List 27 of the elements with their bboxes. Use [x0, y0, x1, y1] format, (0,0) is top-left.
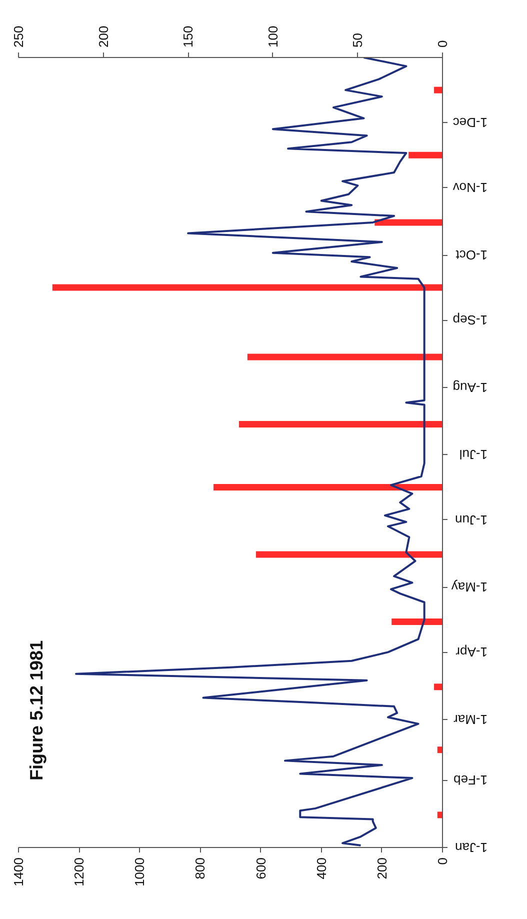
y-tick-label: 1-Jan: [454, 840, 488, 855]
x2-tick-label: 50: [350, 33, 366, 48]
y-tick-label: 1-Jun: [454, 512, 488, 528]
y-tick-label: 1-Aug: [452, 380, 488, 395]
x2-tick-label: 200: [96, 26, 111, 48]
y-tick-label: 1-Sep: [452, 312, 488, 328]
x-tick-label: 0: [435, 857, 450, 865]
y-tick-label: 1-Feb: [454, 772, 488, 788]
x2-tick-label: 0: [435, 40, 450, 48]
y-tick-label: 1-Dec: [452, 115, 488, 130]
y-tick-label: 1-Nov: [452, 180, 488, 196]
y-tick-label: 1-May: [450, 580, 488, 595]
x-tick-label: 1000: [132, 858, 148, 886]
y-tick-label: 1-Jul: [459, 447, 488, 462]
x-tick-label: 400: [314, 857, 329, 880]
x-tick-label: 200: [374, 857, 390, 880]
x2-tick-label: 100: [265, 26, 280, 48]
y-tick-label: 1-Apr: [455, 644, 488, 660]
y-tick-label: 1-Mar: [452, 712, 488, 727]
x2-tick-label: 150: [180, 26, 196, 48]
x-tick-label: 1400: [11, 858, 26, 886]
y-tick-label: 1-Oct: [455, 248, 488, 262]
x-tick-label: 1200: [72, 858, 87, 886]
x-tick-label: 800: [192, 857, 208, 880]
x-tick-label: 600: [253, 857, 268, 880]
x2-tick-label: 250: [11, 26, 26, 48]
text: Figure 5.12 1981: [26, 640, 46, 780]
